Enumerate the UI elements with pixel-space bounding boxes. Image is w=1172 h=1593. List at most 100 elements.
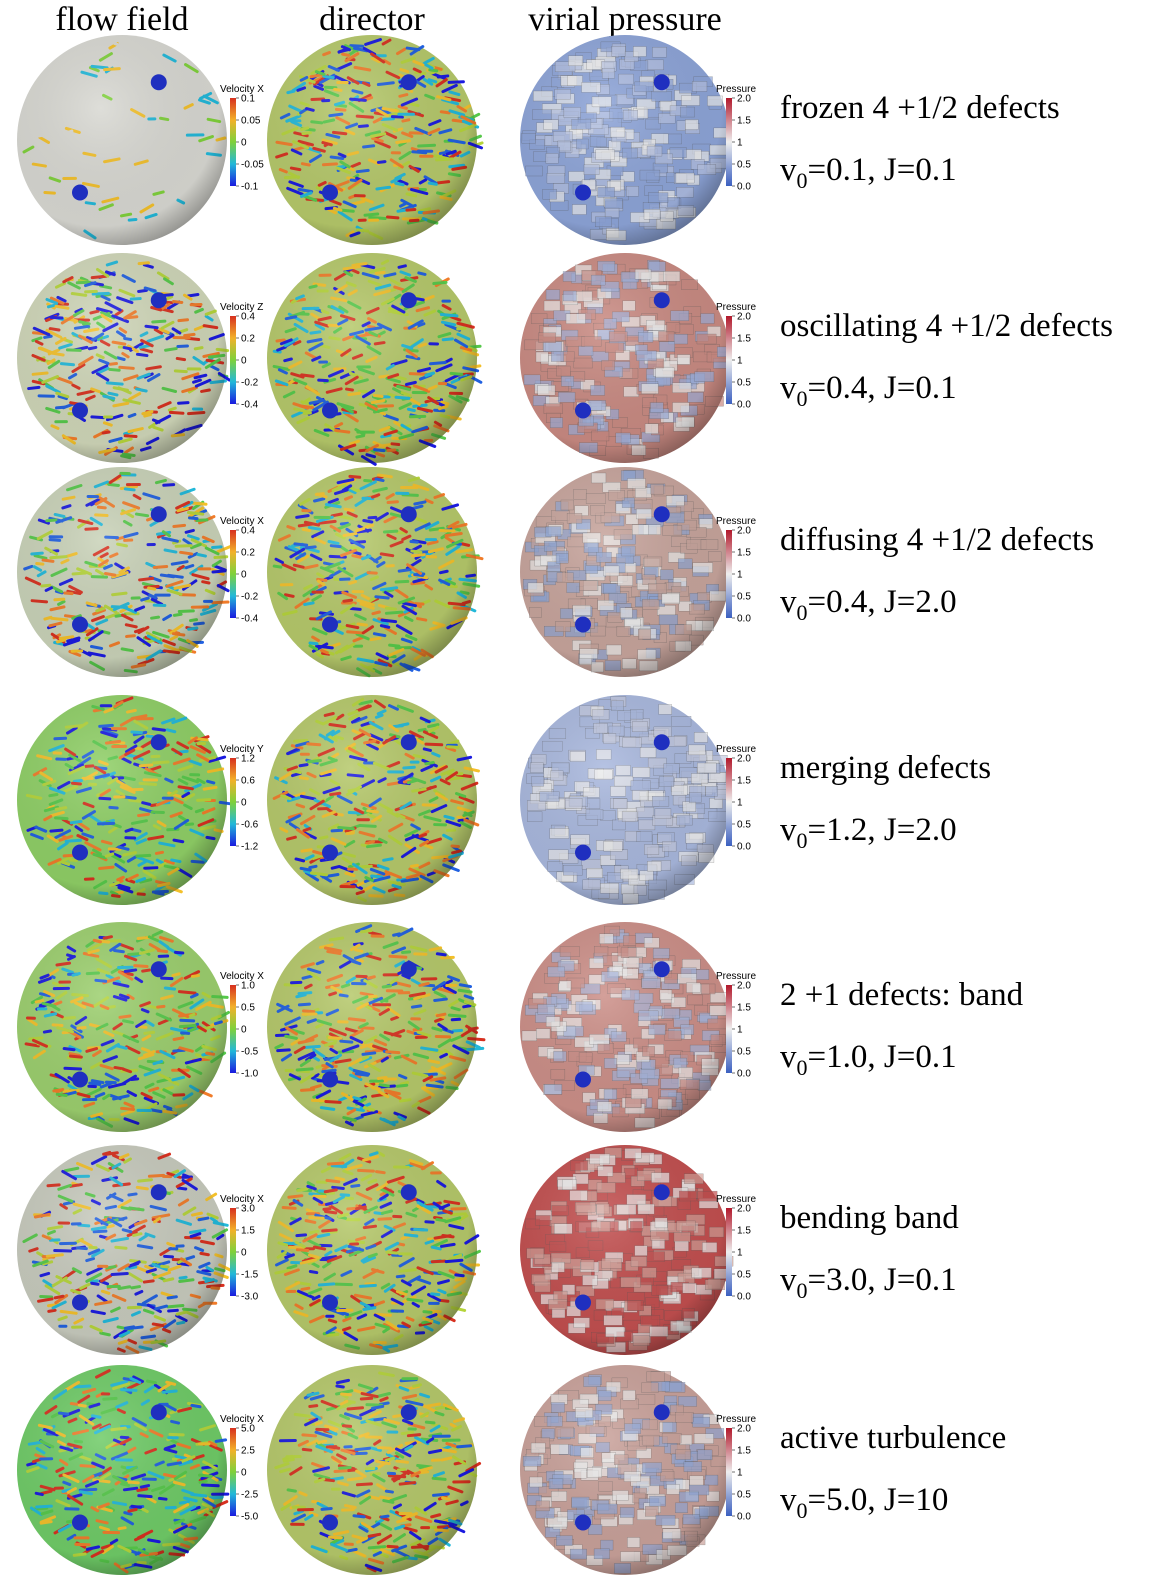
- colorbar-tick-label: 0.6: [241, 776, 255, 787]
- sphere-shade: [267, 35, 477, 245]
- colorbar-tick-label: 0.5: [241, 1003, 255, 1014]
- sphere-shade: [17, 467, 227, 677]
- row-title: frozen 4 +1/2 defects: [780, 90, 1060, 126]
- param-subscript: 0: [797, 1278, 808, 1303]
- sphere-shade: [520, 922, 730, 1132]
- colorbar: [726, 1208, 732, 1296]
- colorbar-tick-label: 1.0: [241, 981, 255, 992]
- defect: [150, 734, 167, 751]
- row: Velocity X5.02.50-2.5-5.0Pressure2.01.51…: [17, 1365, 1006, 1575]
- defect: [322, 184, 338, 201]
- colorbar-tick-label: 0.1: [241, 94, 255, 105]
- colorbar-label: Velocity X: [220, 971, 264, 982]
- defect: [653, 734, 670, 751]
- colorbar-tick-label: 0.0: [737, 182, 751, 193]
- colorbar: [726, 758, 732, 846]
- colorbar-tick-label: 0.0: [737, 400, 751, 411]
- row: Velocity X3.01.50-1.5-3.0Pressure2.01.51…: [17, 1145, 959, 1355]
- colorbar: [230, 985, 236, 1073]
- colorbar-tick-label: -0.2: [241, 378, 259, 389]
- colorbar: [230, 1208, 236, 1296]
- colorbar-tick-label: -3.0: [241, 1292, 259, 1303]
- colorbar-tick-label: 0.5: [737, 378, 751, 389]
- sphere-shade: [267, 695, 477, 905]
- param-symbol: v: [780, 370, 797, 406]
- colorbar-tick-label: 1.5: [737, 334, 751, 345]
- colorbar-tick-label: -1.0: [241, 1069, 259, 1080]
- colorbar-tick-label: 0.5: [737, 1047, 751, 1058]
- colorbar: [726, 98, 732, 186]
- param-symbol: v: [780, 1262, 797, 1298]
- sphere-shade: [17, 695, 227, 905]
- defect: [72, 402, 88, 419]
- colorbar-tick-label: 1: [737, 1025, 743, 1036]
- colorbar-tick-label: 0.0: [737, 1069, 751, 1080]
- param-values: =0.4, J=2.0: [808, 584, 957, 620]
- colorbar-tick-label: 1.5: [737, 548, 751, 559]
- row-params: v0=0.4, J=2.0: [780, 584, 957, 625]
- colorbar-tick-label: 0.05: [241, 116, 261, 127]
- colorbar: [726, 530, 732, 618]
- param-values: =3.0, J=0.1: [808, 1262, 957, 1298]
- row-params: v0=0.4, J=0.1: [780, 370, 957, 411]
- param-symbol: v: [780, 584, 797, 620]
- colorbar-tick-label: -0.2: [241, 592, 259, 603]
- sphere-shade: [520, 695, 730, 905]
- colorbar: [726, 985, 732, 1073]
- defect: [575, 1071, 591, 1088]
- defect: [653, 1184, 670, 1201]
- param-subscript: 0: [797, 386, 808, 411]
- colorbar-label: Pressure: [716, 971, 756, 982]
- param-subscript: 0: [797, 1055, 808, 1080]
- colorbar-tick-label: 0.2: [241, 334, 255, 345]
- sphere-shade: [267, 922, 477, 1132]
- colorbar: [230, 758, 236, 846]
- defect: [72, 184, 88, 201]
- colorbar-tick-label: 1: [737, 138, 743, 149]
- row-title: diffusing 4 +1/2 defects: [780, 522, 1094, 558]
- colorbar-tick-label: 0.0: [737, 614, 751, 625]
- colorbar-tick-label: 0.2: [241, 548, 255, 559]
- defect: [575, 1294, 591, 1311]
- sphere-shade: [17, 253, 227, 463]
- defect: [575, 844, 591, 861]
- column-header: flow field: [55, 1, 188, 38]
- sphere-shade: [267, 1145, 477, 1355]
- colorbar-tick-label: 2.0: [737, 981, 751, 992]
- param-symbol: v: [780, 1039, 797, 1075]
- colorbar-tick-label: 0: [241, 356, 247, 367]
- param-values: =0.1, J=0.1: [808, 152, 957, 188]
- defect: [653, 292, 670, 309]
- defect: [150, 506, 167, 523]
- defect: [150, 961, 167, 978]
- sphere-shade: [17, 922, 227, 1132]
- sphere-shade: [520, 253, 730, 463]
- colorbar-label: Velocity Y: [220, 744, 264, 755]
- colorbar-tick-label: 2.0: [737, 312, 751, 323]
- colorbar-tick-label: -0.6: [241, 820, 259, 831]
- colorbar-tick-label: -0.05: [241, 160, 264, 171]
- colorbar-label: Pressure: [716, 302, 756, 313]
- row: Velocity X0.10.050-0.05-0.1Pressure2.01.…: [17, 35, 1060, 245]
- defect: [653, 961, 670, 978]
- row-params: v0=1.2, J=2.0: [780, 812, 957, 853]
- row-title: bending band: [780, 1200, 959, 1236]
- sphere-shade: [520, 1145, 730, 1355]
- colorbar-tick-label: -1.5: [241, 1270, 259, 1281]
- row: Velocity X1.00.50-0.5-1.0Pressure2.01.51…: [17, 922, 1024, 1132]
- colorbar-tick-label: 0: [241, 138, 247, 149]
- colorbar-tick-label: 2.0: [737, 754, 751, 765]
- row-title: merging defects: [780, 750, 991, 786]
- defect: [653, 74, 670, 91]
- param-subscript: 0: [797, 168, 808, 193]
- sphere-shade: [520, 35, 730, 245]
- colorbar-tick-label: 2.0: [737, 1204, 751, 1215]
- param-subscript: 0: [797, 600, 808, 625]
- row: Velocity X0.40.20-0.2-0.4Pressure2.01.51…: [17, 467, 1094, 678]
- defect: [322, 844, 338, 861]
- colorbar-tick-label: 0.5: [737, 160, 751, 171]
- sphere-shade: [520, 467, 730, 677]
- row-params: v0=3.0, J=0.1: [780, 1262, 957, 1303]
- defect: [72, 616, 88, 633]
